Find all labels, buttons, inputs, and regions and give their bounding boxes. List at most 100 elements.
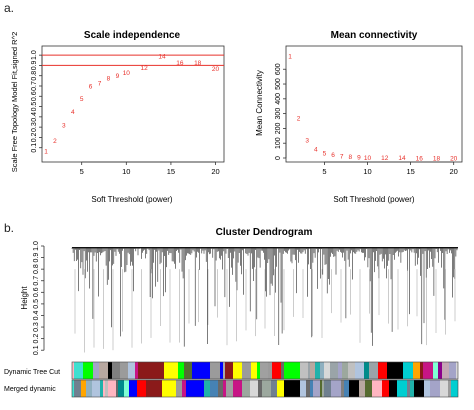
module-color-block [330,362,338,379]
module-color-block [320,362,324,379]
module-color-block [182,380,186,397]
data-point-label: 3 [305,138,309,145]
data-point-label: 16 [416,155,424,162]
module-color-block [338,362,342,379]
module-color-block [135,362,138,379]
chart-title: Scale independence [84,30,181,41]
data-point-label: 5 [80,96,84,103]
module-color-block [272,362,281,379]
module-color-block [184,362,192,379]
module-color-block [108,362,112,379]
module-color-block [448,380,451,397]
module-color-block [310,380,313,397]
module-color-block [242,362,251,379]
module-color-block [100,380,103,397]
y-tick-label: 0.1 [33,345,40,355]
module-color-block [369,362,378,379]
x-tick-label: 15 [167,167,175,176]
module-color-block [210,380,218,397]
data-point-label: 6 [331,152,335,159]
color-row-label-dynamic: Dynamic Tree Cut [4,369,60,376]
y-tick-label: 1.0 [31,50,38,60]
y-axis-label: Mean Connectivity [255,70,264,136]
module-color-block [178,362,184,379]
y-tick-label: 0.5 [31,102,38,112]
module-color-block [250,380,258,397]
y-tick-label: 0.1 [31,143,38,153]
y-tick-label: 0.9 [31,60,38,70]
module-color-block [442,362,449,379]
module-color-block [92,380,100,397]
module-color-block [262,380,271,397]
x-tick-label: 15 [406,167,414,176]
y-tick-label: 0.2 [31,132,38,142]
module-color-block [86,380,92,397]
plot-frame [41,45,225,163]
module-color-block [277,380,284,397]
data-point-label: 14 [158,54,166,61]
module-color-block [103,380,105,397]
data-point-label: 2 [53,138,57,145]
data-point-label: 2 [297,116,301,123]
data-point-label: 1 [44,148,48,155]
module-color-block [186,380,204,397]
y-tick-label: 1.0 [33,241,40,251]
module-color-block [112,362,120,379]
data-point-label: 20 [450,155,458,162]
module-color-block [451,380,458,397]
module-color-block [322,380,324,397]
module-color-block [72,380,74,397]
data-point-label: 18 [433,155,441,162]
x-axis-label: Soft Threshold (power) [333,195,415,204]
module-color-block [355,362,364,379]
module-color-block [306,380,310,397]
module-color-block [72,362,74,379]
module-color-block [395,362,403,379]
data-point-label: 12 [141,65,149,72]
data-point-label: 4 [314,147,318,154]
module-color-block [407,380,410,397]
module-color-block [176,380,182,397]
module-color-block [83,362,93,379]
module-color-block [74,380,81,397]
module-color-block [324,362,330,379]
module-color-block [456,362,458,379]
module-color-block [233,380,242,397]
module-color-block [258,380,262,397]
module-color-block [137,380,146,397]
module-color-block [162,380,176,397]
y-axis-label: Scale Free Topology Model Fit,signed R^2 [10,32,19,173]
plot-frame [285,45,463,163]
module-color-block [260,362,268,379]
y-tick-label: 0.7 [33,276,40,286]
y-tick-label: 0.6 [33,287,40,297]
data-point-label: 5 [323,150,327,157]
data-point-label: 9 [116,73,120,80]
y-tick-label: 0.3 [33,322,40,332]
module-color-block [414,380,424,397]
module-color-block [271,380,277,397]
module-color-block [218,380,223,397]
module-color-block [359,380,365,397]
x-tick-label: 5 [322,167,326,176]
module-color-block [284,362,292,379]
plot-marks: 5 10 15 200.10.20.30.40.50.60.70.80.91.0123… [31,45,225,176]
data-point-label: 8 [348,154,352,161]
data-point-label: 3 [62,123,66,130]
module-color-block [364,362,369,379]
data-point-label: 12 [381,155,389,162]
module-color-block [292,380,300,397]
module-color-block [372,380,382,397]
module-color-block [242,380,250,397]
data-point-label: 8 [107,75,111,82]
module-color-block [342,362,348,379]
module-color-block [81,380,86,397]
module-color-block [108,380,116,397]
y-tick-label: 400 [275,93,282,105]
module-color-block [449,362,456,379]
y-tick-label: 300 [275,108,282,120]
module-color-block [233,362,242,379]
y-tick-label: 0.8 [31,71,38,81]
y-tick-label: 0.5 [33,299,40,309]
module-color-block [120,362,128,379]
